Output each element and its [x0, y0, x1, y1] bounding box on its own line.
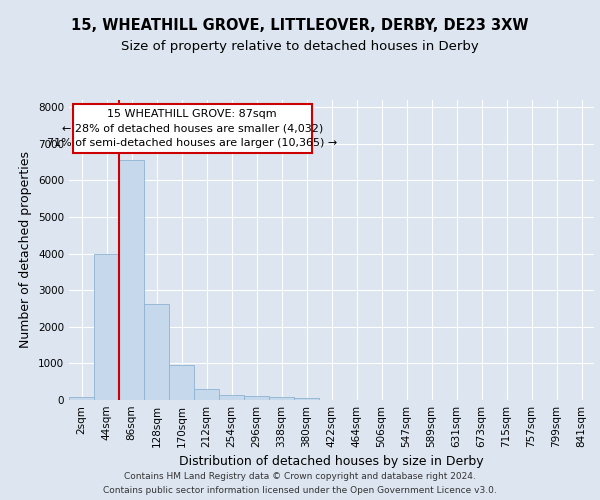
Bar: [194, 388, 219, 400]
Text: 15, WHEATHILL GROVE, LITTLEOVER, DERBY, DE23 3XW: 15, WHEATHILL GROVE, LITTLEOVER, DERBY, …: [71, 18, 529, 32]
Text: Contains HM Land Registry data © Crown copyright and database right 2024.: Contains HM Land Registry data © Crown c…: [124, 472, 476, 481]
Bar: [219, 395, 244, 400]
Bar: [244, 396, 269, 400]
Bar: [119, 160, 144, 400]
Text: Contains public sector information licensed under the Open Government Licence v3: Contains public sector information licen…: [103, 486, 497, 495]
Text: Size of property relative to detached houses in Derby: Size of property relative to detached ho…: [121, 40, 479, 53]
Bar: [169, 365, 194, 400]
Bar: [294, 398, 319, 400]
Bar: [94, 254, 119, 400]
Bar: [144, 304, 169, 400]
Text: 15 WHEATHILL GROVE: 87sqm
← 28% of detached houses are smaller (4,032)
71% of se: 15 WHEATHILL GROVE: 87sqm ← 28% of detac…: [47, 108, 337, 148]
Bar: [73, 104, 311, 153]
Y-axis label: Number of detached properties: Number of detached properties: [19, 152, 32, 348]
X-axis label: Distribution of detached houses by size in Derby: Distribution of detached houses by size …: [179, 456, 484, 468]
Bar: [269, 398, 294, 400]
Bar: [69, 397, 94, 400]
